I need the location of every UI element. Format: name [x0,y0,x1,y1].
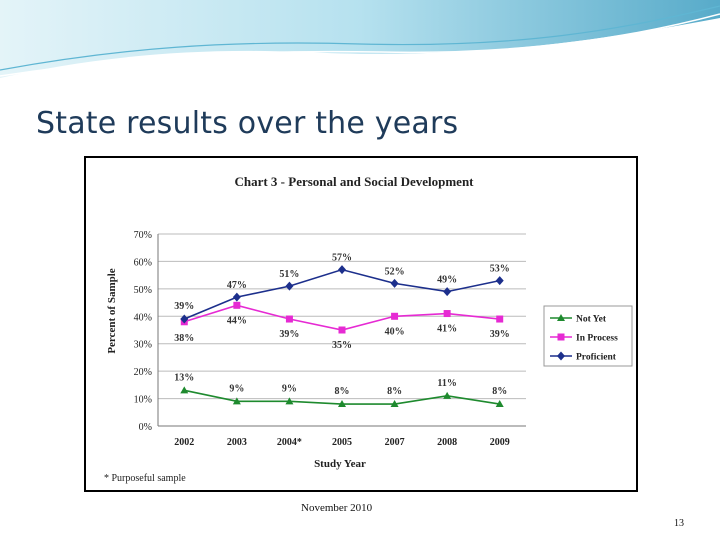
y-tick-label: 0% [139,422,152,433]
data-point [557,351,565,361]
chart-title: Chart 3 - Personal and Social Developmen… [234,174,474,189]
y-tick-label: 70% [134,230,152,241]
x-tick-label: 2003 [227,437,247,448]
data-point [443,287,452,297]
data-point [557,333,565,341]
data-point [390,400,399,408]
data-point [338,265,346,275]
data-point [180,386,189,394]
series-not-yet: 13% 9% 9% 8% 8% 11% 8% [174,372,507,408]
data-point [391,312,399,320]
line-chart: Chart 3 - Personal and Social Developmen… [104,174,633,484]
data-label: 39% [174,301,194,312]
footer-date: November 2010 [301,502,373,514]
y-tick-label: 50% [134,285,152,296]
data-label: 57% [332,253,352,264]
header-wave-line [0,13,720,77]
data-point [390,278,399,288]
data-label: 49% [437,275,457,286]
header-wave [0,0,720,78]
y-tick-label: 20% [134,367,152,378]
y-axis-label: Percent of Sample [106,268,118,353]
data-label: 47% [227,280,247,291]
data-label: 9% [282,383,297,394]
slide-title: State results over the years [36,106,459,141]
data-label: 39% [490,329,510,340]
y-tick-label: 40% [134,312,152,323]
x-tick-label: 2005 [332,437,352,448]
data-point [495,400,504,408]
chart-frame: Chart 3 - Personal and Social Developmen… [84,156,638,492]
data-label: 41% [437,324,457,335]
y-tick-label: 30% [134,340,152,351]
series-proficient: 39% 47% 51% 57% 52% 49% 53% [174,253,510,324]
x-tick-label: 2002 [174,437,194,448]
y-tick-label: 60% [134,257,152,268]
data-label: 53% [490,264,510,275]
data-point [496,315,504,323]
data-point [232,292,241,302]
data-label: 38% [174,333,194,344]
data-label: 13% [174,372,194,383]
legend: Not Yet In Process Proficient [543,305,633,367]
data-label: 8% [335,386,350,397]
data-label: 44% [227,315,247,326]
data-point [443,391,452,399]
data-label: 52% [385,266,405,277]
data-label: 11% [437,378,456,389]
data-point [557,314,565,321]
y-tick-label: 10% [134,395,152,406]
data-point [285,397,294,405]
data-label: 39% [279,329,299,340]
data-point [180,314,189,324]
data-point [338,326,346,334]
x-axis-ticks: 2002 2003 2004* 2005 2007 2008 2009 [174,437,509,448]
x-tick-label: 2004* [277,437,302,448]
data-point [495,276,504,286]
legend-label: In Process [576,334,618,344]
data-label: 8% [492,386,507,397]
x-tick-label: 2008 [437,437,457,448]
chart-footnote: * Purposeful sample [104,473,186,484]
y-axis-ticks: 0% 10% 20% 30% 40% 50% 60% 70% [134,230,152,433]
data-label: 9% [229,383,244,394]
x-tick-label: 2007 [385,437,405,448]
data-label: 51% [279,269,299,280]
page-number: 13 [674,518,684,529]
grid [157,233,526,427]
header-wave-line [0,5,720,71]
data-label: 35% [332,340,352,351]
data-point [443,310,451,318]
data-point [285,281,294,291]
x-axis-label: Study Year [314,458,366,470]
series-in-process: 38% 44% 39% 35% 40% 41% 39% [174,301,510,351]
data-point [233,301,241,309]
x-tick-label: 2009 [490,437,510,448]
data-point [285,315,293,323]
data-point [232,397,241,405]
series: 13%9% 9% 8% 8%11%8%38%44%39%35%40% 41% 39%39%… [174,253,510,408]
data-label: 40% [385,326,405,337]
legend-label: Proficient [576,353,617,363]
legend-label: Not Yet [576,315,607,325]
data-label: 8% [387,386,402,397]
data-point [338,400,346,408]
